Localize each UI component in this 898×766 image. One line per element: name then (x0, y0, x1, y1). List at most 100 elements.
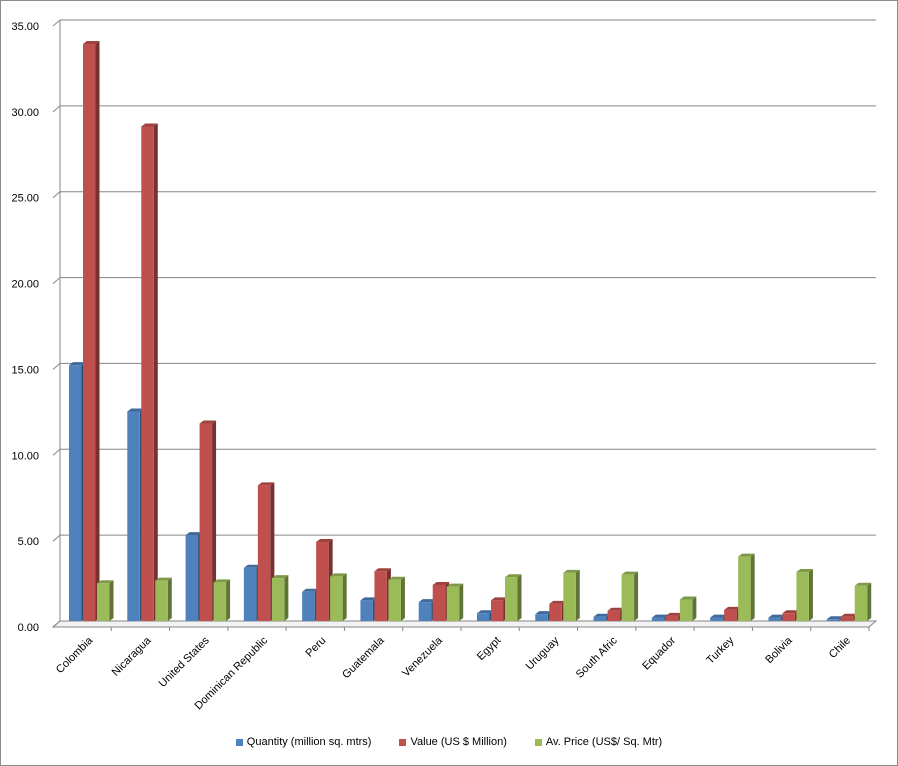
bar-2-7 (505, 574, 522, 621)
x-tick-label: Chile (827, 635, 853, 661)
bar-2-6 (446, 583, 464, 621)
bar-side (109, 580, 114, 621)
bar-front (213, 582, 227, 621)
bar-front (257, 485, 271, 621)
bar-top (243, 564, 261, 568)
y-axis-ticks: 0.00 5.00 10.00 15.00 20.00 25.00 30.00 35.00 (11, 21, 39, 634)
chart-floor (51, 620, 878, 628)
gridline-depth (52, 620, 61, 628)
bar-2-11 (738, 553, 755, 621)
bar-top (418, 599, 436, 603)
bar-2-10 (679, 596, 697, 621)
y-tick-label: 10.00 (11, 450, 39, 462)
bar-top (607, 607, 625, 611)
bar-1-0 (83, 41, 100, 622)
bar-front (549, 603, 562, 621)
x-tick-label: Bolivia (763, 634, 795, 666)
gridline-depth (52, 448, 61, 456)
legend-label: Quantity (million sq. mtrs) (246, 736, 372, 748)
bar-side (226, 579, 231, 621)
bar-front (83, 44, 96, 622)
bar-top (257, 482, 275, 486)
bar-2-3 (271, 575, 289, 621)
bar-front (593, 616, 607, 621)
y-tick-label: 30.00 (11, 107, 39, 119)
gridlines (51, 19, 878, 628)
bar-top (185, 532, 203, 536)
bar-side (400, 576, 405, 621)
bar-top (213, 579, 231, 583)
gridline-depth (52, 534, 61, 542)
bar-front (127, 411, 140, 621)
bar-top (549, 600, 566, 604)
bar-top (782, 610, 799, 614)
x-tick-label: Equador (640, 634, 678, 672)
bar-top (679, 596, 697, 600)
bar-front (505, 577, 518, 621)
bar-side (212, 420, 217, 621)
x-tick-label: United States (157, 634, 213, 690)
bar-2-4 (330, 573, 347, 621)
gridline-depth (52, 277, 61, 284)
bar-2-8 (563, 569, 580, 621)
bar-top (155, 577, 172, 581)
legend-item-1: Value (US $ Million) (399, 736, 507, 748)
bar-side (342, 573, 347, 621)
bar-front (782, 613, 795, 621)
bar-side (517, 574, 522, 621)
bar-top (840, 613, 858, 617)
bar-top (854, 582, 872, 586)
bar-top (491, 597, 508, 601)
bar-top (388, 576, 405, 580)
bar-front (418, 602, 432, 621)
legend-item-0: Quantity (million sq. mtrs) (235, 736, 372, 748)
bar-front (738, 556, 751, 621)
bar-1-2 (199, 420, 217, 621)
x-axis-ticks: Colombia Nicaragua United StatesDominican … (54, 627, 870, 712)
bar-side (867, 582, 872, 621)
bar-top (127, 408, 144, 412)
bar-2-0 (97, 580, 114, 621)
bar-front (243, 567, 257, 621)
bar-side (284, 575, 289, 621)
gridline-depth (52, 191, 61, 199)
bar-front (185, 535, 199, 621)
bar-front (199, 423, 213, 621)
bar-side (459, 583, 464, 621)
x-tick-label: Egypt (475, 635, 503, 663)
bar-front (651, 617, 665, 621)
bar-front (491, 600, 504, 621)
bar-side (95, 41, 100, 622)
bar-top (446, 583, 464, 587)
y-tick-label: 20.00 (11, 279, 39, 291)
bar-2-5 (388, 576, 405, 621)
x-tick-label: South Afric (574, 634, 620, 680)
legend: Quantity (million sq. mtrs) Value (US $ M… (0, 736, 898, 748)
x-tick-label: Guatemala (340, 634, 387, 681)
legend-item-2: Av. Price (US$/ Sq. Mtr) (534, 736, 663, 748)
legend-label: Av. Price (US$/ Sq. Mtr) (545, 736, 663, 748)
bar-top (432, 581, 450, 585)
bars (69, 41, 872, 622)
y-tick-label: 15.00 (11, 364, 39, 376)
y-tick-label: 35.00 (11, 21, 39, 33)
bar-top (505, 574, 522, 578)
bar-top (360, 597, 377, 601)
bar-top (83, 41, 100, 45)
x-tick-label: Uruguay (524, 634, 562, 672)
bar-front (621, 574, 635, 621)
bar-2-2 (213, 579, 231, 621)
gridline-depth (52, 363, 61, 370)
bar-top (199, 420, 217, 424)
bar-front (796, 572, 809, 621)
bar-side (692, 596, 697, 621)
bar-top (651, 614, 669, 618)
bar-front (679, 599, 693, 621)
bar-top (563, 569, 580, 573)
bar-side (750, 553, 755, 621)
bar-front (477, 613, 490, 621)
bar-front (607, 610, 621, 621)
bar-top (477, 610, 494, 614)
bar-front (826, 619, 840, 621)
bar-top (768, 614, 785, 618)
